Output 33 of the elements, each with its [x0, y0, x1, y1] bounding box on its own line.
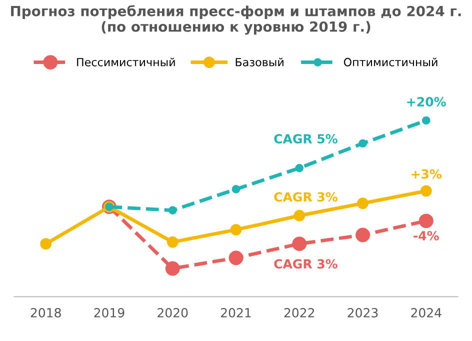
x-tick-label: 2024: [411, 308, 442, 318]
x-tick-label: 2020: [158, 308, 188, 318]
annotation: CAGR 3%: [274, 192, 338, 202]
point: [168, 206, 177, 215]
x-tick-label: 2023: [348, 308, 378, 318]
legend-label: Оптимистичный: [344, 58, 438, 66]
x-tick-label: 2018: [30, 308, 61, 318]
x-tick-label: 2019: [94, 308, 124, 318]
point: [232, 185, 240, 194]
chart-title: Прогноз потребления пресс-форм и штампов до 2024 г. (по отношению к уровню 2019 г.): [11, 5, 461, 35]
text: +20%: [407, 97, 446, 106]
annotation: CAGR 3%: [274, 259, 338, 269]
annotation: CAGR 5%: [274, 134, 338, 144]
annotation: +3%: [412, 169, 442, 179]
point: [230, 224, 242, 236]
point: [292, 236, 307, 252]
point: [358, 139, 367, 148]
point: [357, 198, 368, 209]
point: [228, 250, 244, 266]
legend-label: Пессимистичный: [77, 58, 175, 66]
x-tick-label: 2021: [221, 308, 251, 318]
point: [420, 185, 432, 197]
annotation: -4%: [414, 230, 439, 240]
x-tick-label: 2022: [284, 308, 314, 318]
point: [418, 214, 434, 228]
point: [40, 238, 52, 250]
point: [166, 236, 178, 248]
point: [295, 164, 304, 172]
point: [422, 116, 430, 125]
point: [165, 261, 180, 276]
point: [294, 210, 306, 222]
point: [356, 228, 370, 242]
legend-label: Базовый: [236, 58, 284, 66]
